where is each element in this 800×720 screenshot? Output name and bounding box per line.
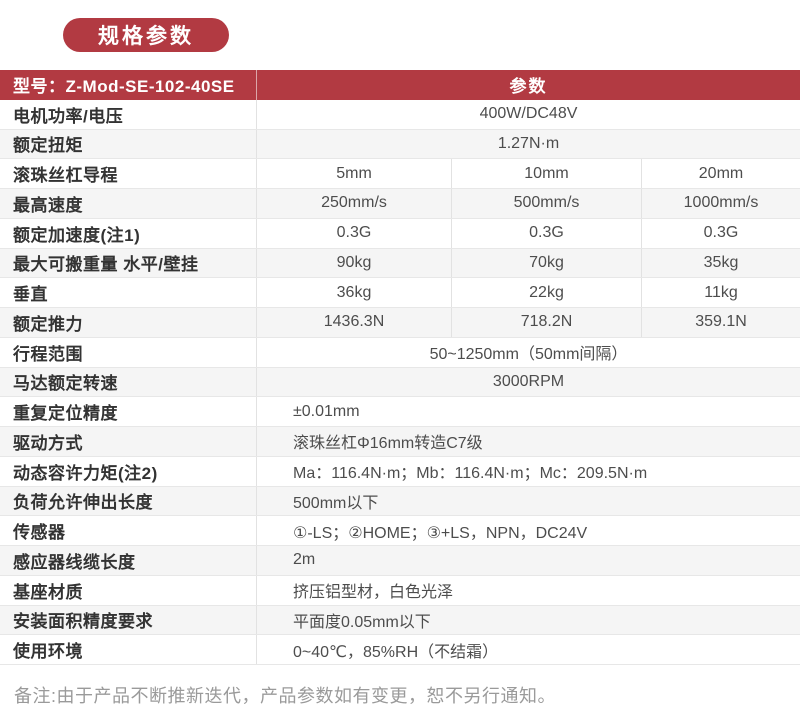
spec-label: 额定加速度(注1) — [0, 218, 257, 248]
spec-row: 重复定位精度 ±0.01mm — [0, 397, 800, 427]
spec-row: 感应器线缆长度 2m — [0, 546, 800, 576]
spec-value: 36kg — [257, 278, 452, 307]
spec-value: 500mm/s — [452, 189, 642, 218]
spec-label: 最高速度 — [0, 189, 257, 218]
spec-value: Ma：116.4N·m；Mb：116.4N·m；Mc：209.5N·m — [293, 465, 648, 483]
disclaimer-note: 备注:由于产品不断推新迭代，产品参数如有变更，恕不另行通知。 — [14, 686, 556, 706]
spec-value: 50~1250mm（50mm间隔） — [429, 346, 628, 364]
spec-value: 滚珠丝杠Φ16mm转造C7级 — [293, 435, 483, 453]
spec-value: 3000RPM — [492, 372, 565, 390]
spec-row: 基座材质 挤压铝型材，白色光泽 — [0, 575, 800, 606]
spec-value: 90kg — [257, 248, 452, 278]
spec-label: 安装面积精度要求 — [0, 605, 257, 635]
section-title: 规格参数 — [98, 25, 194, 48]
spec-row: 传感器 ①-LS；②HOME；③+LS，NPN，DC24V — [0, 516, 800, 546]
spec-row: 驱动方式 滚珠丝杠Φ16mm转造C7级 — [0, 427, 800, 457]
header-model: 型号：Z-Mod-SE-102-40SE — [0, 70, 257, 100]
spec-value: 11kg — [704, 283, 738, 301]
spec-row: 最大可搬重量 水平/壁挂 90kg 70kg 35kg — [0, 248, 800, 279]
spec-row: 马达额定转速 3000RPM — [0, 367, 800, 398]
spec-row: 额定加速度(注1) 0.3G 0.3G 0.3G — [0, 218, 800, 249]
spec-row: 行程范围 50~1250mm（50mm间隔） — [0, 337, 800, 368]
spec-row: 额定扭矩 1.27N·m — [0, 129, 800, 160]
spec-label: 滚珠丝杠导程 — [0, 159, 257, 188]
spec-value: 2m — [293, 551, 316, 569]
header-param: 参数 — [509, 77, 548, 97]
spec-value: 70kg — [452, 248, 642, 278]
spec-label: 额定推力 — [0, 308, 257, 337]
spec-label: 感应器线缆长度 — [0, 546, 257, 575]
spec-value: 500mm以下 — [293, 494, 379, 512]
spec-value: 平面度0.05mm以下 — [293, 613, 431, 631]
spec-value: 400W/DC48V — [479, 105, 578, 123]
spec-value: 0.3G — [257, 218, 452, 248]
spec-row: 额定推力 1436.3N 718.2N 359.1N — [0, 308, 800, 338]
spec-value: ①-LS；②HOME；③+LS，NPN，DC24V — [293, 524, 588, 542]
spec-value: 20mm — [698, 164, 744, 182]
spec-value: 挤压铝型材，白色光泽 — [293, 584, 454, 602]
spec-label: 垂直 — [0, 278, 257, 307]
spec-row: 电机功率/电压 400W/DC48V — [0, 99, 800, 130]
spec-label: 动态容许力矩(注2) — [0, 456, 257, 486]
spec-row: 使用环境 0~40℃，85%RH（不结霜） — [0, 635, 800, 665]
spec-value: 1.27N·m — [497, 134, 560, 152]
spec-label: 驱动方式 — [0, 427, 257, 456]
spec-value: 359.1N — [695, 313, 747, 331]
spec-value: 1000mm/s — [683, 194, 759, 212]
spec-value: ±0.01mm — [293, 402, 360, 420]
spec-table: 型号：Z-Mod-SE-102-40SE 参数 电机功率/电压 400W/DC4… — [0, 70, 800, 665]
spec-label: 重复定位精度 — [0, 397, 257, 426]
spec-value: 0~40℃，85%RH（不结霜） — [293, 643, 499, 661]
spec-value: 10mm — [452, 159, 642, 188]
spec-value: 1436.3N — [257, 308, 452, 337]
section-title-badge: 规格参数 — [63, 18, 229, 52]
spec-label: 额定扭矩 — [0, 129, 257, 159]
spec-value: 718.2N — [452, 308, 642, 337]
spec-value: 0.3G — [703, 224, 739, 242]
spec-row: 负荷允许伸出长度 500mm以下 — [0, 486, 800, 517]
spec-row: 最高速度 250mm/s 500mm/s 1000mm/s — [0, 189, 800, 219]
spec-label: 基座材质 — [0, 575, 257, 605]
spec-row: 滚珠丝杠导程 5mm 10mm 20mm — [0, 159, 800, 189]
spec-value: 22kg — [452, 278, 642, 307]
spec-value: 250mm/s — [257, 189, 452, 218]
spec-row: 动态容许力矩(注2) Ma：116.4N·m；Mb：116.4N·m；Mc：20… — [0, 456, 800, 487]
spec-label: 最大可搬重量 水平/壁挂 — [0, 248, 257, 278]
spec-label: 电机功率/电压 — [0, 99, 257, 129]
spec-label: 行程范围 — [0, 337, 257, 367]
table-header-row: 型号：Z-Mod-SE-102-40SE 参数 — [0, 70, 800, 100]
spec-label: 传感器 — [0, 516, 257, 545]
spec-label: 马达额定转速 — [0, 367, 257, 397]
spec-value: 35kg — [703, 253, 739, 271]
spec-label: 使用环境 — [0, 635, 257, 664]
spec-value: 5mm — [257, 159, 452, 188]
spec-row: 垂直 36kg 22kg 11kg — [0, 278, 800, 308]
spec-label: 负荷允许伸出长度 — [0, 486, 257, 516]
spec-value: 0.3G — [452, 218, 642, 248]
spec-row: 安装面积精度要求 平面度0.05mm以下 — [0, 605, 800, 636]
